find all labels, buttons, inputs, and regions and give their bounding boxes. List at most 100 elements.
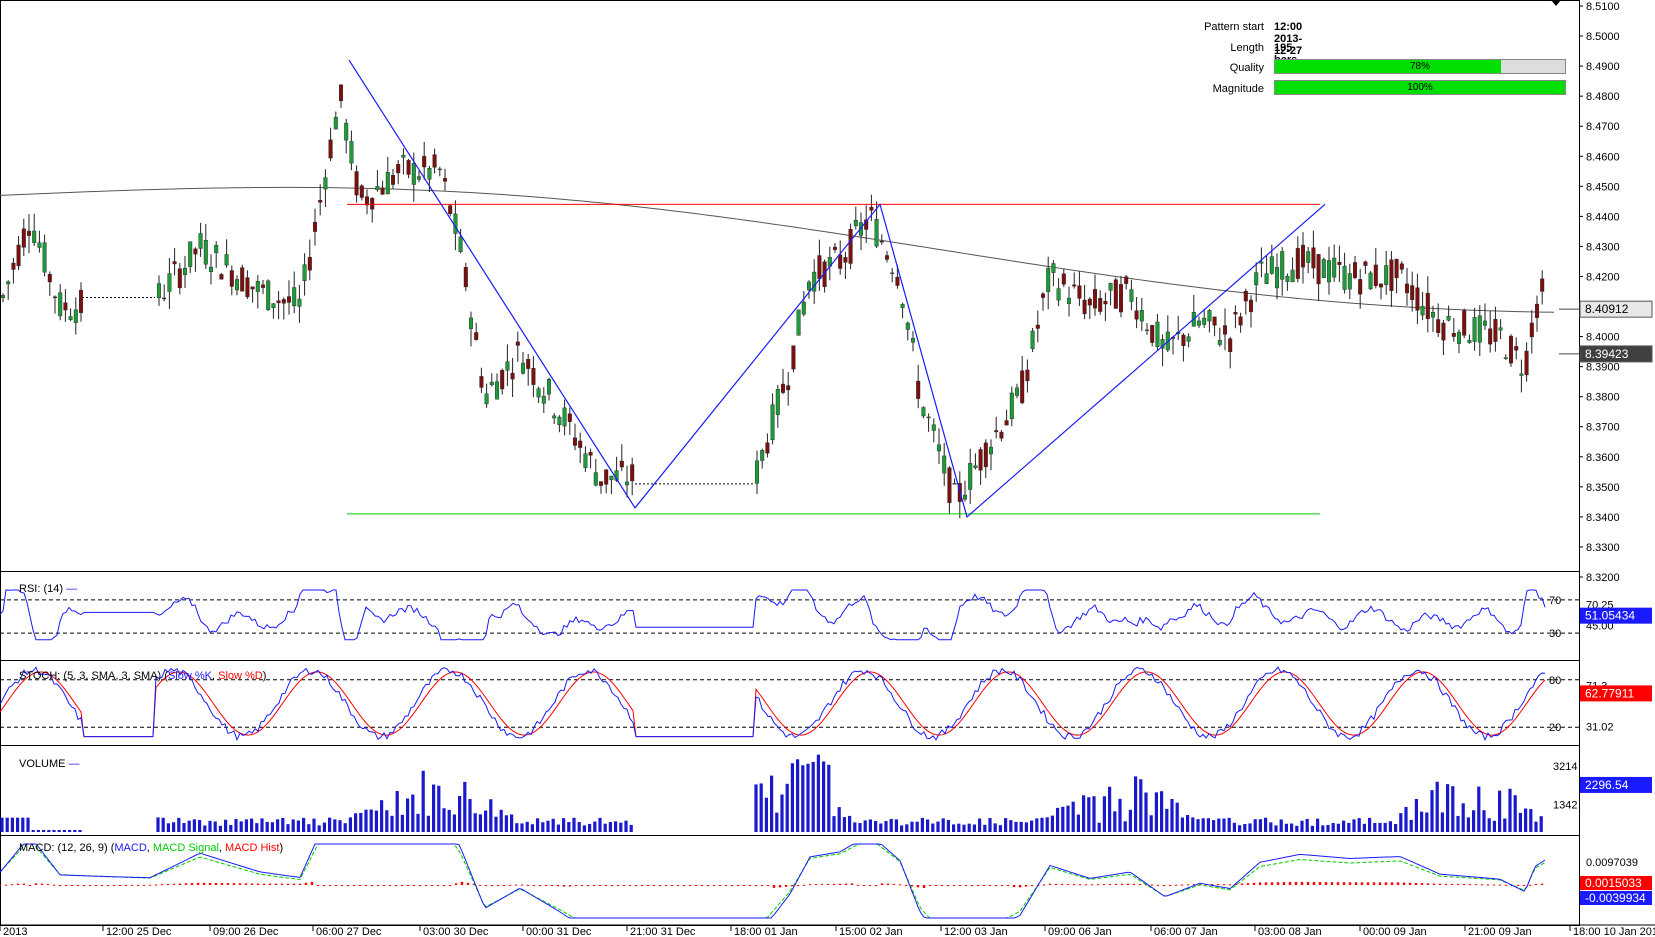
macd-hist-bar xyxy=(1264,882,1268,885)
macd-hist-bar xyxy=(634,885,638,886)
macd-hist-bar xyxy=(106,884,110,886)
candle-body xyxy=(255,281,260,292)
macd-hist-bar xyxy=(1270,882,1274,885)
candle-body xyxy=(1358,279,1363,295)
macd-hist-bar xyxy=(1396,882,1400,885)
macd-hist-bar xyxy=(832,883,836,885)
macd-hist-bar xyxy=(1414,882,1418,885)
ma-value-flag: 8.39423 xyxy=(1585,347,1629,361)
macd-hist-bar xyxy=(760,885,764,886)
candle-body xyxy=(349,141,354,164)
macd-hist-bar xyxy=(610,885,614,886)
volume-bar xyxy=(1508,788,1512,832)
macd-hist-bar xyxy=(406,885,410,886)
candle-body xyxy=(786,385,791,391)
time-tick-label: 21:00 31 Dec xyxy=(630,926,696,937)
macd-hist-bar xyxy=(976,885,980,886)
macd-hist-bar xyxy=(238,883,242,885)
macd-hist-bar xyxy=(1006,885,1010,886)
candle-body xyxy=(391,175,396,185)
volume-bar xyxy=(224,819,228,832)
macd-hist-bar xyxy=(1258,882,1262,885)
macd-hist-bar xyxy=(532,885,536,886)
volume-bar xyxy=(406,798,410,832)
stoch-title: STOCH: (5, 3, SMA, 3, SMA) (Slow %K, Slo… xyxy=(19,670,267,682)
volume-bar xyxy=(1035,818,1039,832)
volume-bar xyxy=(1212,820,1216,832)
candle-body xyxy=(905,322,910,330)
macd-hist-bar xyxy=(1288,882,1292,885)
volume-bar xyxy=(1492,820,1496,832)
magnitude-bar-fill xyxy=(1275,81,1565,94)
macd-hist-bar xyxy=(526,884,530,886)
macd-hist-bar xyxy=(1246,883,1250,885)
candle-body xyxy=(240,267,245,292)
pattern-zigzag-line xyxy=(348,59,1326,518)
macd-hist-bar xyxy=(838,883,842,885)
price-tick-label: 8.3900 xyxy=(1586,362,1620,374)
macd-hist-bar xyxy=(1240,883,1244,885)
time-tick-label: 00:00 09 Jan xyxy=(1363,926,1427,937)
candle-body xyxy=(1264,273,1269,284)
volume-bar xyxy=(296,820,300,832)
macd-hist-bar xyxy=(946,885,950,886)
volume-bar xyxy=(328,817,332,832)
candle-body xyxy=(385,172,390,195)
volume-bar xyxy=(988,818,992,832)
macd-hist-bar xyxy=(592,885,596,886)
candle-body xyxy=(271,303,276,309)
volume-bar xyxy=(608,821,612,832)
volume-bar xyxy=(62,829,66,832)
macd-hist-bar xyxy=(1354,882,1358,885)
macd-hist-bar xyxy=(910,885,914,887)
volume-bar xyxy=(463,781,467,832)
volume-bar xyxy=(1014,821,1018,832)
volume-bar xyxy=(47,829,51,832)
macd-hist-bar xyxy=(1402,882,1406,885)
candle-body xyxy=(463,267,468,288)
candle-body xyxy=(1446,316,1451,321)
volume-bar xyxy=(5,817,9,832)
macd-hist-bar xyxy=(1126,883,1130,885)
volume-bar xyxy=(494,816,498,832)
volume-bar xyxy=(1092,796,1096,832)
macd-hist-bar xyxy=(298,883,302,885)
volume-bar xyxy=(775,812,779,832)
volume-bar xyxy=(1056,807,1060,832)
volume-bar xyxy=(822,761,826,832)
candle-body xyxy=(1077,285,1082,299)
price-tick-label: 8.4600 xyxy=(1586,151,1620,163)
macd-hist-bar xyxy=(322,885,326,886)
volume-bar xyxy=(952,824,956,832)
macd-hist-bar xyxy=(952,885,956,886)
candle-body xyxy=(500,370,505,390)
volume-bar xyxy=(827,764,831,832)
volume-bar xyxy=(858,823,862,832)
macd-hist-bar xyxy=(1420,883,1424,885)
candle-body xyxy=(375,186,380,191)
macd-hist-bar xyxy=(1372,882,1376,885)
volume-bar xyxy=(1191,817,1195,832)
macd-hist-bar xyxy=(754,885,758,886)
candle-body xyxy=(567,413,572,422)
volume-bar xyxy=(1082,795,1086,832)
candle-body xyxy=(1087,298,1092,306)
volume-bar xyxy=(1030,820,1034,832)
volume-bar xyxy=(374,810,378,832)
candle-body xyxy=(1108,283,1113,291)
macd-hist-bar xyxy=(1138,884,1142,886)
volume-bar xyxy=(1066,805,1070,832)
candle-body xyxy=(328,139,333,159)
macd-hist-bar xyxy=(1282,882,1286,885)
macd-hist-bar xyxy=(688,885,692,886)
macd-hist-bar xyxy=(424,885,428,886)
volume-bar xyxy=(1352,819,1356,832)
macd-hist-bar xyxy=(1360,882,1364,885)
candle-body xyxy=(1467,339,1472,343)
volume-bar xyxy=(1518,812,1522,832)
volume-bar xyxy=(213,821,217,832)
macd-hist-bar xyxy=(220,883,224,885)
macd-hist-bar xyxy=(160,884,164,886)
candle-body xyxy=(848,229,853,264)
